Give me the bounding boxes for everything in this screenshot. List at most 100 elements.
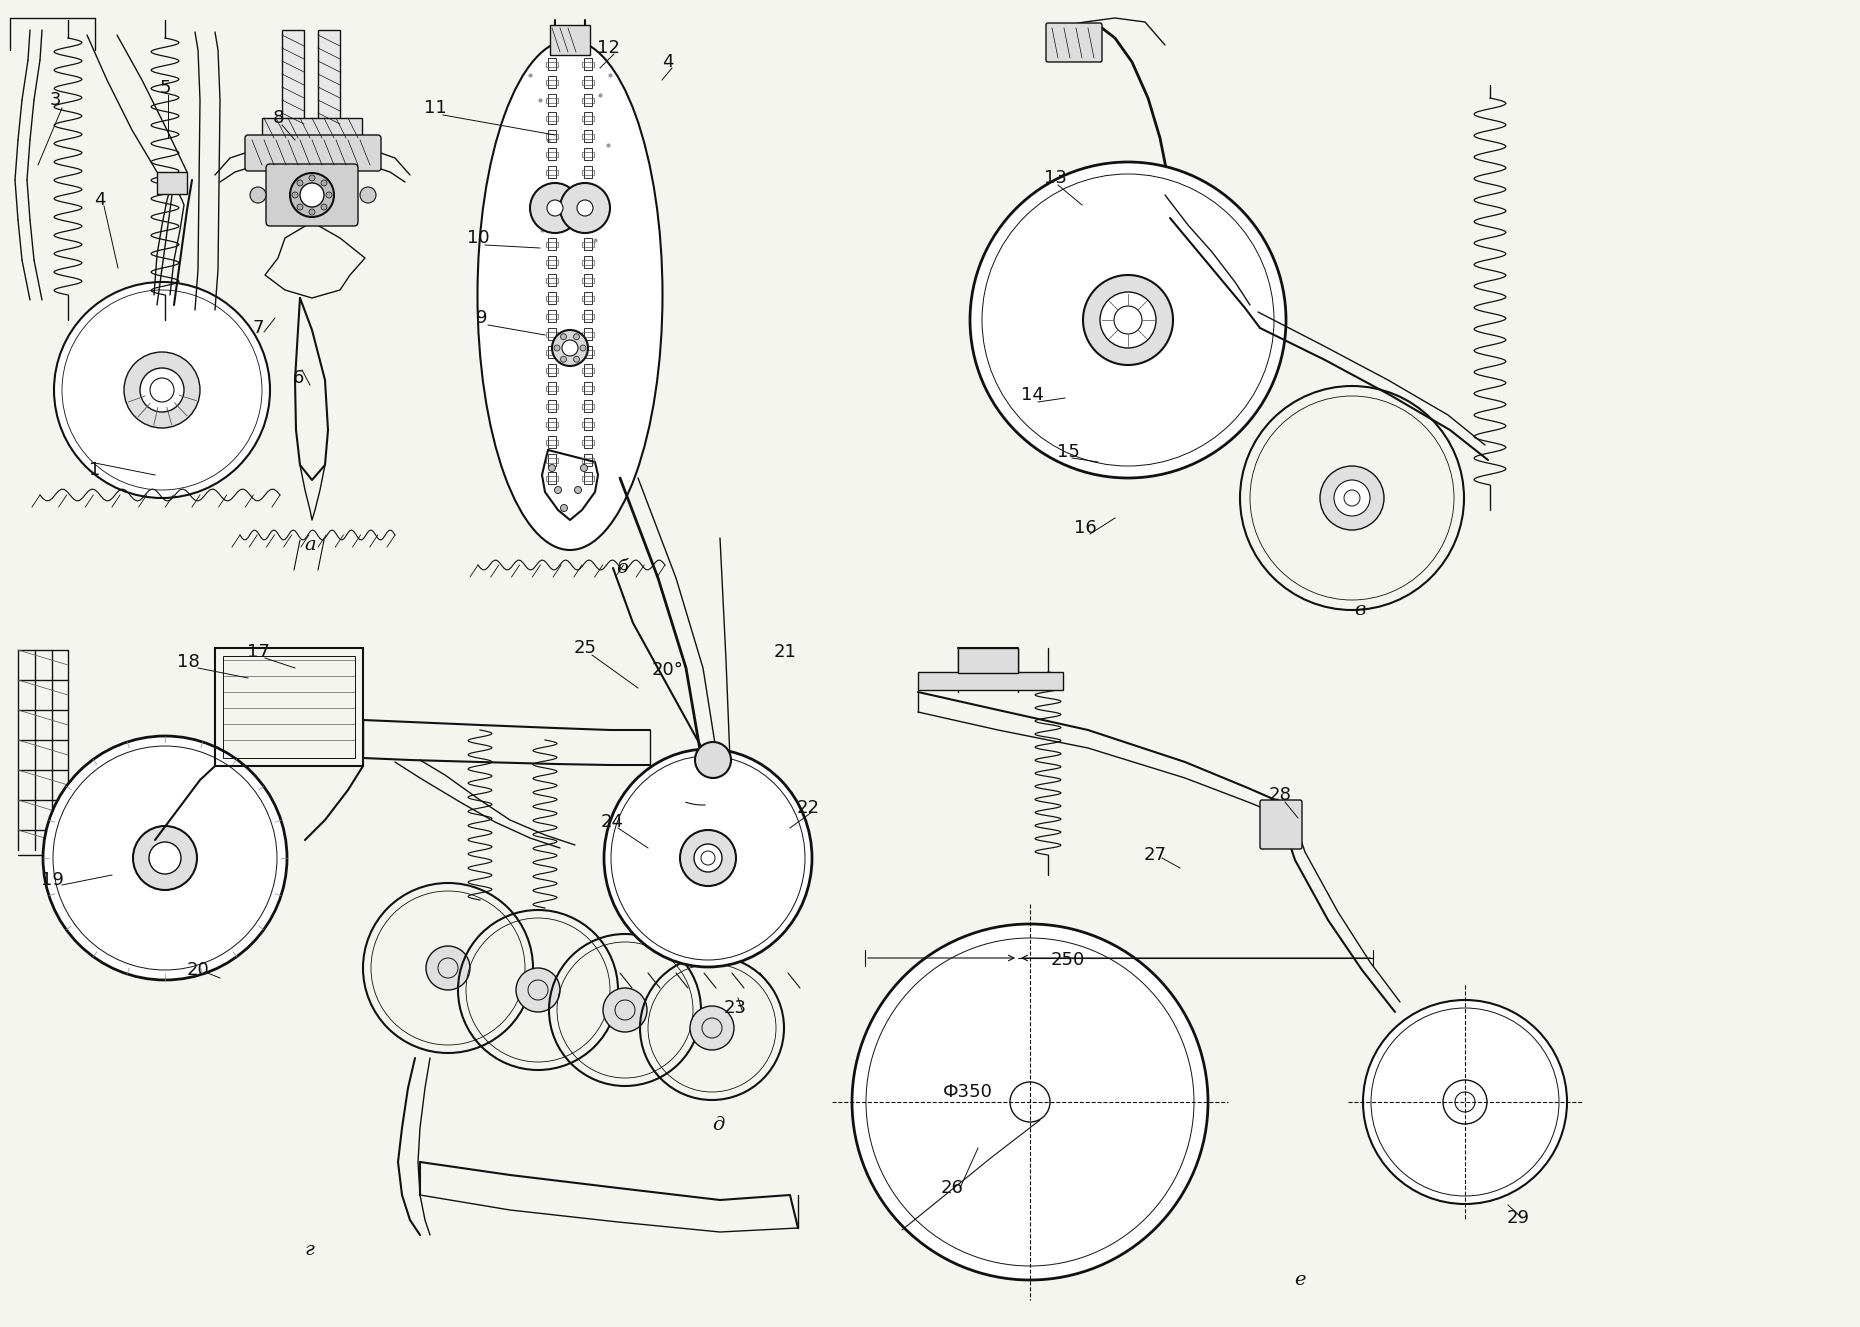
Bar	[547, 350, 558, 356]
Text: 11: 11	[424, 100, 446, 117]
Bar	[156, 173, 188, 194]
Text: 28: 28	[1269, 786, 1291, 804]
Circle shape	[577, 200, 593, 216]
Circle shape	[549, 464, 556, 471]
Bar	[549, 238, 556, 249]
Bar	[549, 399, 556, 411]
Circle shape	[140, 368, 184, 411]
Bar	[547, 224, 558, 230]
Circle shape	[1099, 292, 1157, 348]
Circle shape	[299, 183, 324, 207]
Bar	[584, 220, 591, 232]
Text: 4: 4	[95, 191, 106, 208]
Bar	[549, 184, 556, 196]
FancyBboxPatch shape	[1045, 23, 1101, 62]
Bar	[547, 62, 558, 66]
Bar	[582, 350, 593, 356]
Bar	[549, 166, 556, 178]
FancyBboxPatch shape	[1259, 800, 1302, 849]
Text: 7: 7	[253, 318, 264, 337]
Bar	[584, 58, 591, 70]
Bar	[549, 94, 556, 106]
Bar	[549, 418, 556, 430]
Circle shape	[573, 334, 580, 340]
Text: 22: 22	[796, 799, 820, 817]
Bar	[584, 149, 591, 161]
Text: 24: 24	[601, 813, 623, 831]
Bar	[582, 62, 593, 66]
Circle shape	[309, 175, 314, 180]
Text: 8: 8	[272, 109, 285, 127]
Bar	[551, 25, 590, 54]
Bar	[283, 31, 303, 125]
Text: 15: 15	[1056, 443, 1079, 460]
Circle shape	[552, 330, 588, 366]
Bar	[262, 118, 363, 141]
Bar	[547, 296, 558, 301]
Bar	[549, 346, 556, 358]
Bar	[547, 277, 558, 283]
Bar	[547, 153, 558, 157]
Text: 26: 26	[941, 1178, 963, 1197]
Circle shape	[1334, 480, 1371, 516]
Text: 23: 23	[724, 999, 746, 1016]
Circle shape	[560, 183, 610, 234]
Bar	[549, 437, 556, 449]
Bar	[584, 364, 591, 376]
Circle shape	[696, 742, 731, 778]
Bar	[547, 188, 558, 192]
Circle shape	[322, 180, 327, 186]
Bar	[549, 149, 556, 161]
Bar	[549, 111, 556, 123]
Bar	[584, 454, 591, 466]
Bar	[547, 403, 558, 409]
Text: е: е	[1295, 1271, 1306, 1289]
Text: 27: 27	[1144, 847, 1166, 864]
Bar	[582, 98, 593, 104]
Circle shape	[562, 340, 578, 356]
Bar	[582, 458, 593, 463]
Circle shape	[852, 924, 1207, 1281]
Bar	[549, 292, 556, 304]
Bar	[547, 368, 558, 373]
Bar	[549, 202, 556, 214]
Bar	[549, 58, 556, 70]
Circle shape	[322, 204, 327, 210]
Bar	[582, 476, 593, 480]
Circle shape	[290, 173, 335, 218]
Text: в: в	[1354, 601, 1365, 618]
Bar	[582, 332, 593, 337]
Bar	[547, 476, 558, 480]
Ellipse shape	[478, 40, 662, 549]
Text: 9: 9	[476, 309, 487, 326]
Bar	[584, 292, 591, 304]
Bar	[584, 328, 591, 340]
Bar	[582, 134, 593, 139]
Text: б: б	[616, 559, 629, 577]
Bar	[582, 441, 593, 445]
Bar	[549, 76, 556, 88]
Circle shape	[326, 192, 331, 198]
Bar	[582, 368, 593, 373]
Bar	[549, 328, 556, 340]
Circle shape	[560, 504, 567, 511]
Circle shape	[298, 204, 303, 210]
Bar	[584, 418, 591, 430]
Bar	[584, 202, 591, 214]
Circle shape	[1363, 1001, 1566, 1204]
Bar	[584, 238, 591, 249]
Bar	[582, 277, 593, 283]
Text: 21: 21	[774, 644, 796, 661]
Circle shape	[547, 200, 564, 216]
Circle shape	[573, 356, 580, 362]
Bar	[547, 80, 558, 85]
Bar	[582, 153, 593, 157]
Bar	[547, 170, 558, 175]
Bar	[584, 399, 591, 411]
Bar	[547, 458, 558, 463]
Text: 25: 25	[573, 640, 597, 657]
Circle shape	[1321, 466, 1384, 529]
Circle shape	[249, 187, 266, 203]
Text: 13: 13	[1043, 169, 1066, 187]
Bar	[584, 130, 591, 142]
